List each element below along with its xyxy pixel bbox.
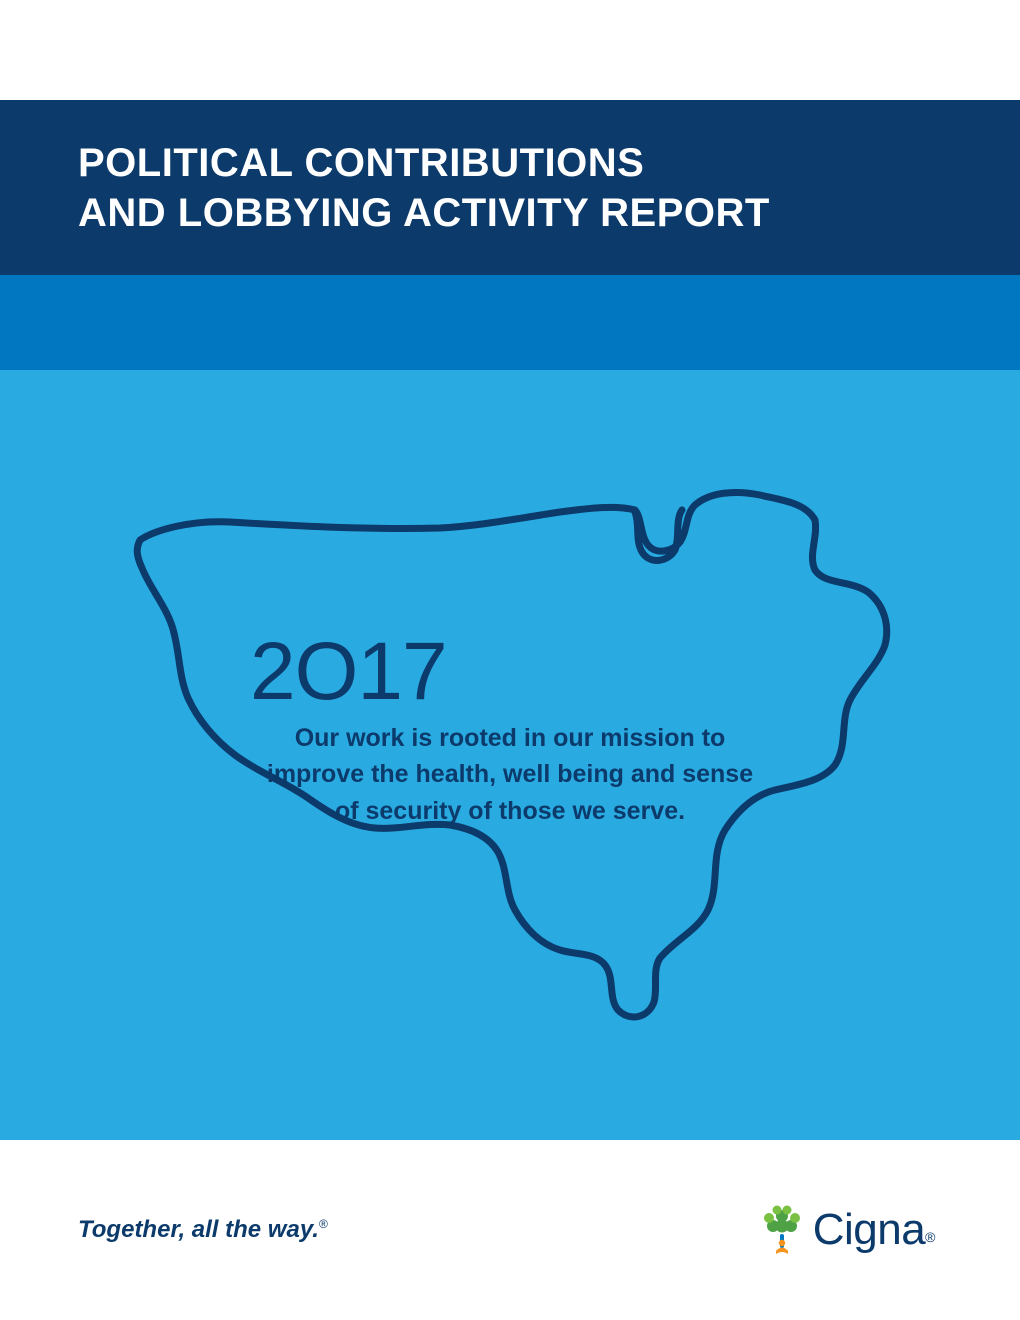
- report-year: 2O17: [250, 625, 447, 719]
- tagline: Together, all the way.®: [78, 1216, 328, 1244]
- tagline-registered-mark: ®: [319, 1217, 328, 1231]
- mission-statement: Our work is rooted in our mission to imp…: [260, 720, 760, 829]
- logo-text: Cigna®: [813, 1205, 935, 1255]
- tree-icon: [759, 1204, 805, 1256]
- title-line-2: AND LOBBYING ACTIVITY REPORT: [78, 191, 770, 235]
- logo-registered-mark: ®: [925, 1229, 935, 1245]
- logo-name: Cigna: [813, 1205, 925, 1254]
- cigna-logo: Cigna®: [759, 1204, 935, 1256]
- title-line-1: POLITICAL CONTRIBUTIONS: [78, 141, 644, 185]
- header-band: POLITICAL CONTRIBUTIONS AND LOBBYING ACT…: [0, 100, 1020, 275]
- report-title: POLITICAL CONTRIBUTIONS AND LOBBYING ACT…: [78, 138, 770, 238]
- mid-band: [0, 275, 1020, 370]
- tagline-text: Together, all the way.: [78, 1216, 319, 1243]
- footer: Together, all the way.® Cigna®: [0, 1140, 1020, 1320]
